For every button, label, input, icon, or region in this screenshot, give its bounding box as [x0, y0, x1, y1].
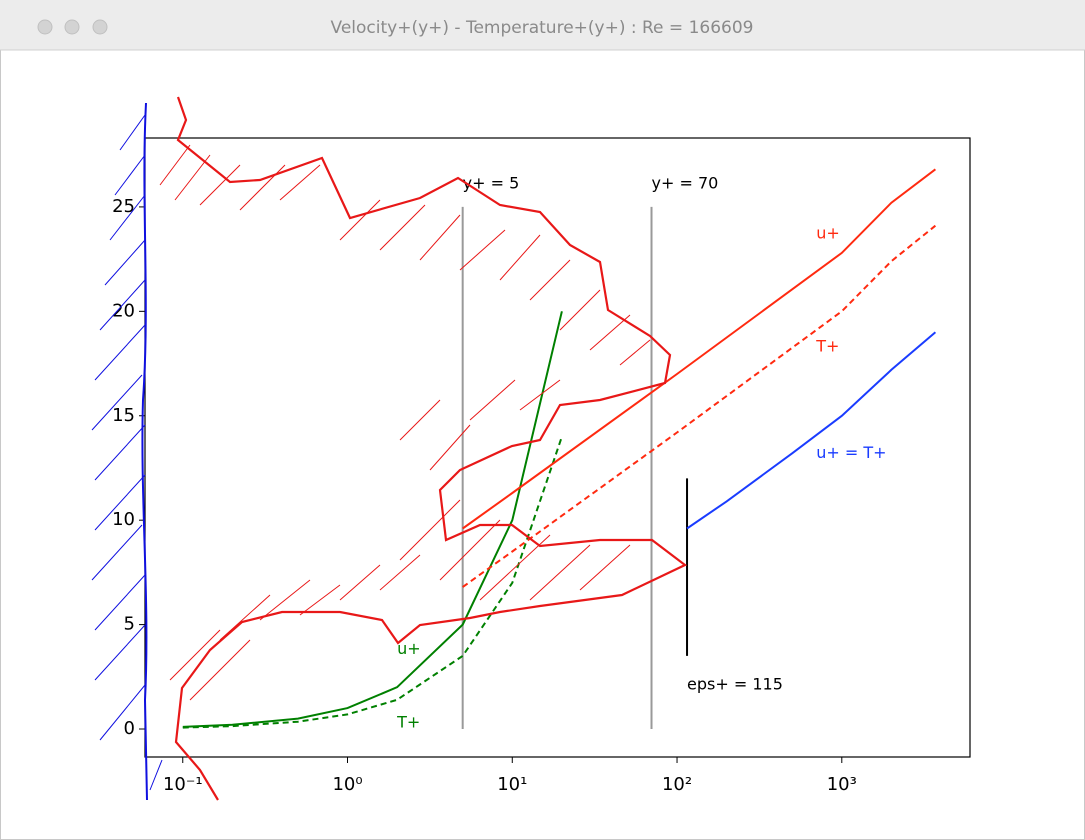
annotation: u+ — [816, 224, 840, 243]
y-tick-label: 25 — [112, 196, 135, 217]
y-tick-label: 10 — [112, 509, 135, 530]
x-tick-label: 10³ — [827, 774, 857, 795]
series-line — [182, 311, 563, 728]
wall-line — [141, 102, 148, 801]
zoom-button[interactable] — [92, 19, 108, 35]
annotation: u+ = T+ — [816, 443, 886, 462]
close-button[interactable] — [37, 19, 53, 35]
wall-hatch — [91, 114, 163, 791]
series-line — [182, 436, 563, 729]
x-tick-label: 10⁰ — [332, 774, 362, 795]
x-tick-label: 10⁻¹ — [163, 774, 203, 795]
annotation: T+ — [815, 336, 839, 355]
series-line — [462, 168, 937, 530]
annotation: y+ = 5 — [463, 173, 520, 192]
minimize-button[interactable] — [64, 19, 80, 35]
scribble-hatch — [159, 144, 651, 701]
y-tick-label: 15 — [112, 405, 135, 426]
scribble-outline — [174, 96, 688, 801]
x-tick-label: 10² — [662, 774, 692, 795]
y-tick-label: 0 — [124, 718, 135, 739]
y-tick-label: 5 — [124, 614, 135, 635]
annotation: y+ = 70 — [652, 173, 719, 192]
title-bar — [0, 0, 1085, 50]
axes-frame — [144, 137, 971, 758]
annotation: eps+ = 115 — [687, 675, 783, 694]
plot: 10⁻¹ 10⁰ 10¹ 10² 10³ 0 5 10 15 20 25 y+ = 5 y+ = 70 e… — [112, 137, 971, 795]
y-tick-label: 20 — [112, 300, 135, 321]
x-tick-label: 10¹ — [497, 774, 527, 795]
series-line — [686, 331, 937, 530]
series-line — [462, 224, 937, 588]
annotation: T+ — [396, 712, 420, 731]
window-title: Velocity+(y+) - Temperature+(y+) : Re = … — [331, 18, 754, 38]
annotation: u+ — [397, 639, 421, 658]
